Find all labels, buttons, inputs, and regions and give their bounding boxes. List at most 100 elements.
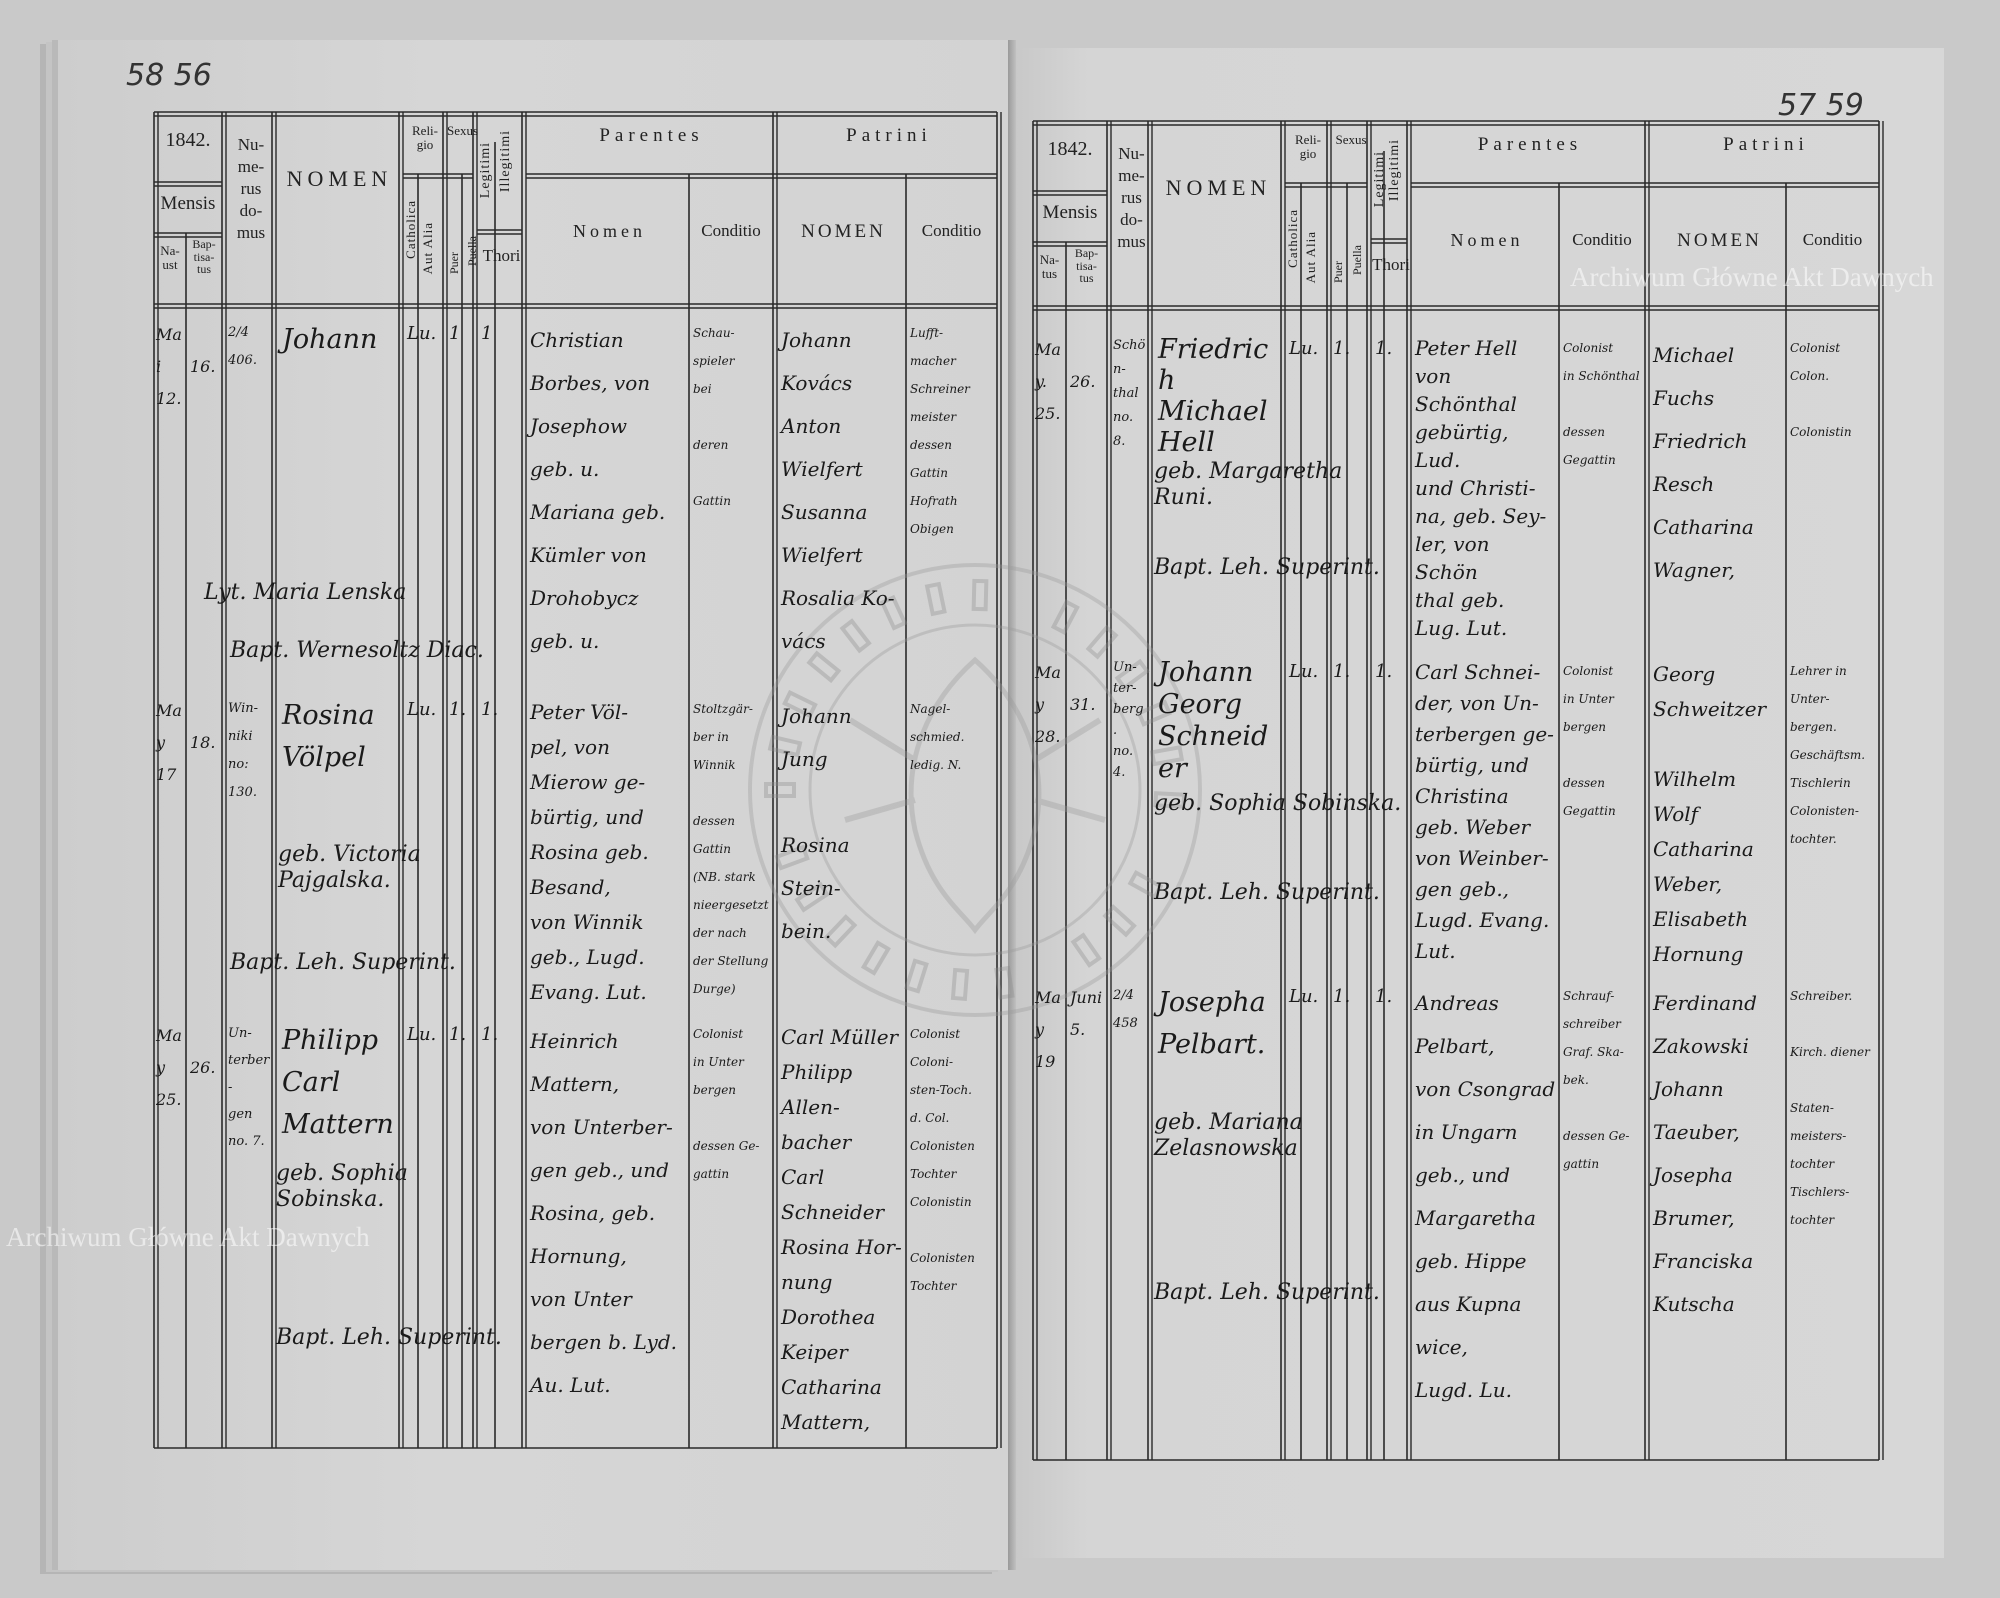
- seal-letter-mark: [971, 578, 989, 612]
- religio-label: Reli- gio: [1295, 132, 1321, 161]
- patrini-conditio-label: Conditio: [921, 221, 982, 240]
- right-entry-1-parentes-nomen: Peter Hell von Schönthal gebürtig, Lud. …: [1415, 336, 1547, 640]
- parentes-nomen-label: Nomen: [573, 221, 646, 241]
- left-entry-3-legitimi: 1.: [481, 1024, 499, 1045]
- left-entry-1-legitimi: 1: [481, 323, 493, 344]
- right-entry-3-legitimi: 1.: [1375, 986, 1393, 1007]
- right-entry-1-baptisatus: 26.: [1070, 372, 1096, 391]
- left-entry-3-mother-note: geb. Sophia Sobinska.: [276, 1161, 408, 1212]
- left-entry-2-nomen: Rosina Völpel: [282, 700, 375, 773]
- left-entry-2-numerus: Win- niki no: 130.: [228, 701, 259, 800]
- aut-alia-label: Aut Alia: [420, 222, 435, 275]
- nomen-label: NOMEN: [1165, 175, 1272, 200]
- right-entry-3-baptisatus: Juni 5.: [1070, 988, 1103, 1039]
- parentes-conditio-label: Conditio: [701, 221, 761, 240]
- seal-letter-mark: [1127, 869, 1164, 900]
- left-entry-1-patrini-nomen: Johann Kovács Anton Wielfert Susanna Wie…: [781, 328, 895, 653]
- left-entry-1-sexus: 1: [449, 323, 461, 344]
- right-entry-3-mother-note: geb. Mariana Zelasnowska: [1154, 1110, 1303, 1161]
- seal-letter-mark: [924, 581, 947, 617]
- left-entry-2-sexus: 1.: [449, 699, 467, 720]
- seal-letter-mark: [764, 782, 796, 798]
- right-entry-1-sexus: 1.: [1333, 338, 1351, 359]
- left-entry-3-nomen: Philipp Carl Mattern: [282, 1025, 394, 1140]
- numerus-domus-label: Nu- me- rus do- mus: [236, 135, 266, 243]
- patrini-conditio-label: Conditio: [1802, 230, 1863, 249]
- right-entry-2-natus: May 28.: [1035, 663, 1061, 746]
- seal-letter-mark: [860, 940, 891, 976]
- right-entry-3-numerus: 2/4 458: [1113, 988, 1138, 1031]
- right-entry-1-religio: Lu.: [1289, 338, 1319, 359]
- catholica-label: Catholica: [403, 200, 418, 259]
- seal-letter-mark: [994, 965, 1015, 1000]
- page-number-left: 58 56: [126, 58, 212, 93]
- left-entry-1-baptizer-note: Bapt. Wernesoltz Diac.: [230, 638, 484, 663]
- left-entry-1-mother-note: Lyt. Maria Lenska: [204, 580, 407, 605]
- right-entry-1-numerus: Schön- thal no. 8.: [1113, 338, 1146, 449]
- sexus-label: Sexus: [1335, 132, 1367, 147]
- right-entry-1-mother-note: geb. Margaretha Runi.: [1154, 459, 1343, 510]
- seal-letter-mark: [774, 844, 810, 871]
- right-entry-3-nomen: Josepha Pelbart.: [1158, 987, 1266, 1060]
- baptisatus-label: Bap- tisa- tus: [1074, 246, 1099, 286]
- left-entry-2-baptizer-note: Bapt. Leh. Superint.: [230, 950, 456, 975]
- year-label: 1842.: [165, 129, 211, 151]
- legitimi-label: Legitimi: [1372, 151, 1387, 208]
- left-entry-3-baptisatus: 26.: [190, 1058, 216, 1077]
- patrini-label: Patrini: [1723, 134, 1809, 155]
- right-entry-2-nomen: Johann Georg Schneider: [1158, 657, 1269, 784]
- seal-letter-mark: [879, 594, 908, 631]
- right-entry-2-patrini-conditio: Lehrer in Unter- bergen. Geschäftsm. Tis…: [1790, 664, 1866, 846]
- sexus-label: Sexus: [447, 123, 479, 138]
- left-entry-2-patrini-nomen: Johann Jung Rosina Stein- bein.: [781, 704, 852, 943]
- right-entry-2-religio: Lu.: [1289, 661, 1319, 682]
- puer-label: Puer: [447, 252, 461, 274]
- right-entry-1-legitimi: 1.: [1375, 338, 1393, 359]
- left-entry-2-legitimi: 1.: [481, 699, 499, 720]
- left-entry-1-patrini-conditio: Lufft- macher Schreiner meister dessen G…: [910, 326, 970, 536]
- left-entry-1-nomen: Johann: [282, 324, 378, 355]
- right-entry-1-natus: May. 25.: [1035, 340, 1061, 423]
- left-entry-3-parentes-conditio: Colonist in Unter bergen dessen Ge- gatt…: [693, 1027, 760, 1181]
- left-entry-1-parentes-conditio: Schau- spieler bei deren Gattin: [693, 326, 735, 508]
- seal-letter-mark: [1149, 745, 1185, 767]
- left-entry-2-patrini-conditio: Nagel- schmied. ledig. N.: [910, 702, 965, 772]
- left-entry-1-baptisatus: 16.: [190, 357, 216, 376]
- left-entry-2-parentes-conditio: Stoltzgär- ber in Winnik dessen Gattin (…: [693, 702, 769, 996]
- puer-label: Puer: [1331, 261, 1345, 283]
- right-entry-2-parentes-nomen: Carl Schnei- der, von Un- terbergen ge- …: [1415, 660, 1554, 963]
- puella-label: Puella: [1350, 245, 1364, 275]
- seal-letter-mark: [794, 881, 830, 913]
- left-entry-3-patrini-conditio: Colonist Coloni- sten-Toch. d. Col. Colo…: [910, 1027, 975, 1293]
- right-entry-3-parentes-nomen: Andreas Pelbart, von Csongrad in Ungarn …: [1415, 991, 1556, 1402]
- seal-letter-mark: [1070, 932, 1102, 968]
- page-number-right: 57 59: [1778, 88, 1864, 123]
- baptisatus-label: Bap- tisa- tus: [192, 237, 216, 277]
- right-entry-2-parentes-conditio: Colonist in Unter bergen dessen Gegattin: [1563, 664, 1616, 818]
- left-entry-1-parentes-nomen: Christian Borbes, von Josephow geb. u. M…: [530, 328, 666, 653]
- right-entry-2-sexus: 1.: [1333, 661, 1351, 682]
- seal-letter-mark: [823, 914, 858, 949]
- thori-label: Thori: [482, 246, 521, 265]
- right-entry-1-baptizer-note: Bapt. Leh. Superint.: [1154, 555, 1380, 580]
- seal-letter-mark: [1136, 699, 1173, 727]
- right-entry-3-sexus: 1.: [1333, 986, 1351, 1007]
- left-entry-2-natus: May 17: [156, 701, 182, 784]
- seal-letter-mark: [839, 618, 872, 654]
- natus-label: Na- ust: [160, 243, 180, 272]
- patrini-nomen-label: NOMEN: [1677, 230, 1762, 251]
- right-entry-1-patrini-nomen: Michael Fuchs Friedrich Resch Catharina …: [1653, 343, 1754, 582]
- patrini-nomen-label: NOMEN: [801, 221, 886, 242]
- left-page: [58, 40, 1010, 1570]
- parentes-nomen-label: Nomen: [1450, 230, 1524, 250]
- numerus-domus-label: Nu- me- rus do- mus: [1117, 144, 1146, 252]
- left-entry-1-religio: Lu.: [407, 323, 437, 344]
- parentes-label: Parentes: [599, 125, 704, 146]
- catholica-label: Catholica: [1285, 209, 1300, 268]
- seal-letter-mark: [767, 734, 803, 758]
- patrini-label: Patrini: [846, 125, 932, 146]
- right-entry-2-baptizer-note: Bapt. Leh. Superint.: [1154, 880, 1380, 905]
- right-entry-3-patrini-conditio: Schreiber. Kirch. diener Staten- meister…: [1790, 989, 1870, 1227]
